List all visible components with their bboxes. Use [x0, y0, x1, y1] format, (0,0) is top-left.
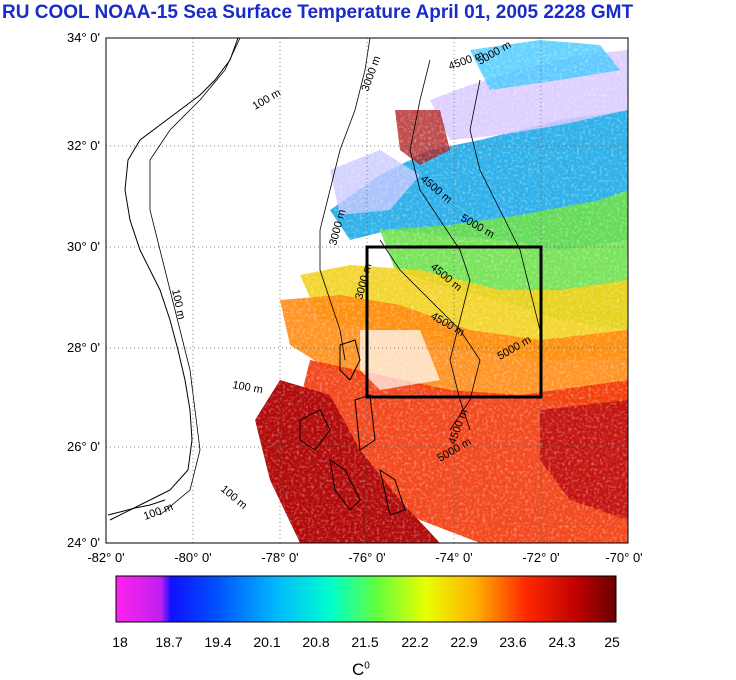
bathymetry-contours — [149, 38, 541, 516]
bahamas-andros — [299, 409, 331, 451]
longitude-labels: -82° 0' -80° 0' -78° 0' -76° 0' -74° 0' … — [87, 550, 642, 565]
lon-label-82: -82° 0' — [87, 550, 124, 565]
contour-5000m — [469, 79, 541, 360]
coast-florida-keys — [107, 499, 166, 516]
contour-100m — [149, 38, 241, 516]
lon-label-74: -74° 0' — [435, 550, 472, 565]
colorbar — [115, 575, 617, 623]
study-area-box — [365, 245, 543, 399]
latitude-labels: 34° 0' 32° 0' 30° 0' 28° 0' 26° 0' 24° 0… — [67, 30, 100, 550]
lat-label-30: 30° 0' — [67, 239, 100, 254]
bahamas-eleuthera — [354, 394, 376, 451]
coastlines — [107, 38, 406, 521]
lat-label-32: 32° 0' — [67, 138, 100, 153]
land-mask — [106, 38, 330, 543]
contour-3000m-inner — [379, 239, 481, 431]
lat-label-28: 28° 0' — [67, 340, 100, 355]
lat-label-24: 24° 0' — [67, 535, 100, 550]
bahamas-abaco — [339, 339, 361, 381]
cloud-mask-patch — [360, 330, 440, 390]
lon-label-72: -72° 0' — [522, 550, 559, 565]
lon-label-80: -80° 0' — [174, 550, 211, 565]
lat-label-26: 26° 0' — [67, 439, 100, 454]
contour-4500m — [409, 59, 471, 431]
contour-3000m — [319, 38, 371, 361]
page-title: RU COOL NOAA-15 Sea Surface Temperature … — [2, 2, 634, 23]
contour-label-100m-bahamas: 100 m — [231, 379, 263, 396]
coast-florida-east — [109, 38, 239, 521]
map-border — [105, 37, 629, 544]
lon-label-76: -76° 0' — [348, 550, 385, 565]
lon-label-78: -78° 0' — [261, 550, 298, 565]
lat-label-34: 34° 0' — [67, 30, 100, 45]
lon-label-70: -70° 0' — [605, 550, 642, 565]
bahamas-long — [379, 468, 406, 516]
cloud-mask-middle — [355, 38, 430, 110]
bahamas-exuma — [329, 458, 361, 511]
